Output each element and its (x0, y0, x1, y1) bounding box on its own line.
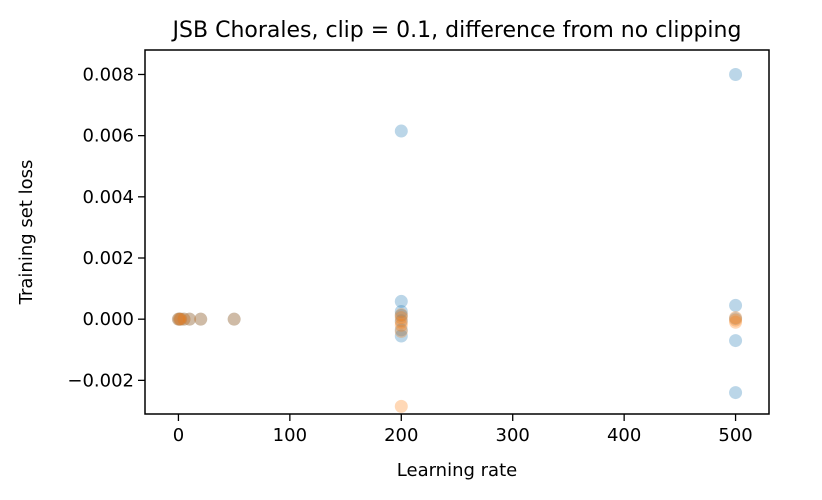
x-tick-label: 500 (718, 425, 752, 446)
y-tick-label: 0.006 (82, 126, 134, 147)
y-tick-label: 0.000 (82, 309, 134, 330)
scatter-point-series-1 (183, 312, 197, 326)
x-tick-label: 300 (496, 425, 530, 446)
scatter-point-series-1 (394, 294, 408, 308)
scatter-point-series-2 (227, 312, 241, 326)
x-axis-label: Learning rate (397, 460, 517, 481)
y-axis: −0.002 0.000 0.002 0.004 0.006 0.008 (67, 64, 145, 391)
scatter-point-series-1 (171, 312, 185, 326)
scatter-point-series-1 (194, 312, 208, 326)
scatter-point-series-2 (729, 311, 743, 325)
scatter-point-series-2 (173, 312, 187, 326)
scatter-point-series-2 (394, 399, 408, 413)
scatter-point-series-2 (194, 312, 208, 326)
y-axis-label: Training set loss (16, 160, 37, 306)
scatter-point-series-2 (729, 315, 743, 329)
scatter-point-series-1 (729, 67, 743, 81)
scatter-point-series-2 (183, 312, 197, 326)
scatter-point-series-1 (174, 312, 188, 326)
scatter-point-series-2 (394, 315, 408, 329)
scatter-point-series-1 (729, 312, 743, 326)
scatter-point-series-2 (394, 324, 408, 338)
x-tick-label: 0 (173, 425, 184, 446)
scatter-point-series-2 (174, 312, 188, 326)
scatter-point-series-2 (394, 311, 408, 325)
x-tick-label: 200 (384, 425, 418, 446)
scatter-point-series-1 (394, 323, 408, 337)
scatter-point-series-2 (177, 312, 191, 326)
scatter-point-series-2 (394, 318, 408, 332)
scatter-point-series-1 (394, 314, 408, 328)
x-axis: 0 100 200 300 400 500 (173, 414, 753, 446)
scatter-point-series-1 (394, 309, 408, 323)
scatter-point-series-1 (394, 305, 408, 319)
scatter-point-series-1 (394, 329, 408, 343)
y-tick-label: 0.002 (82, 248, 134, 269)
scatter-point-series-1 (729, 298, 743, 312)
scatter-point-series-2 (729, 313, 743, 327)
chart-title: JSB Chorales, clip = 0.1, difference fro… (171, 18, 742, 43)
scatter-point-series-1 (729, 334, 743, 348)
scatter-point-series-1 (227, 312, 241, 326)
y-tick-label: 0.004 (82, 187, 134, 208)
scatter-point-series-1 (394, 124, 408, 138)
scatter-point-series-2 (394, 308, 408, 322)
points-layer (171, 67, 743, 413)
scatter-point-series-2 (171, 312, 185, 326)
x-tick-label: 400 (607, 425, 641, 446)
y-tick-label: −0.002 (67, 370, 134, 391)
y-tick-label: 0.008 (82, 64, 134, 85)
x-tick-label: 100 (273, 425, 307, 446)
scatter-point-series-1 (177, 312, 191, 326)
scatter-point-series-1 (729, 386, 743, 400)
plot-frame (144, 49, 770, 415)
scatter-point-series-1 (173, 312, 187, 326)
